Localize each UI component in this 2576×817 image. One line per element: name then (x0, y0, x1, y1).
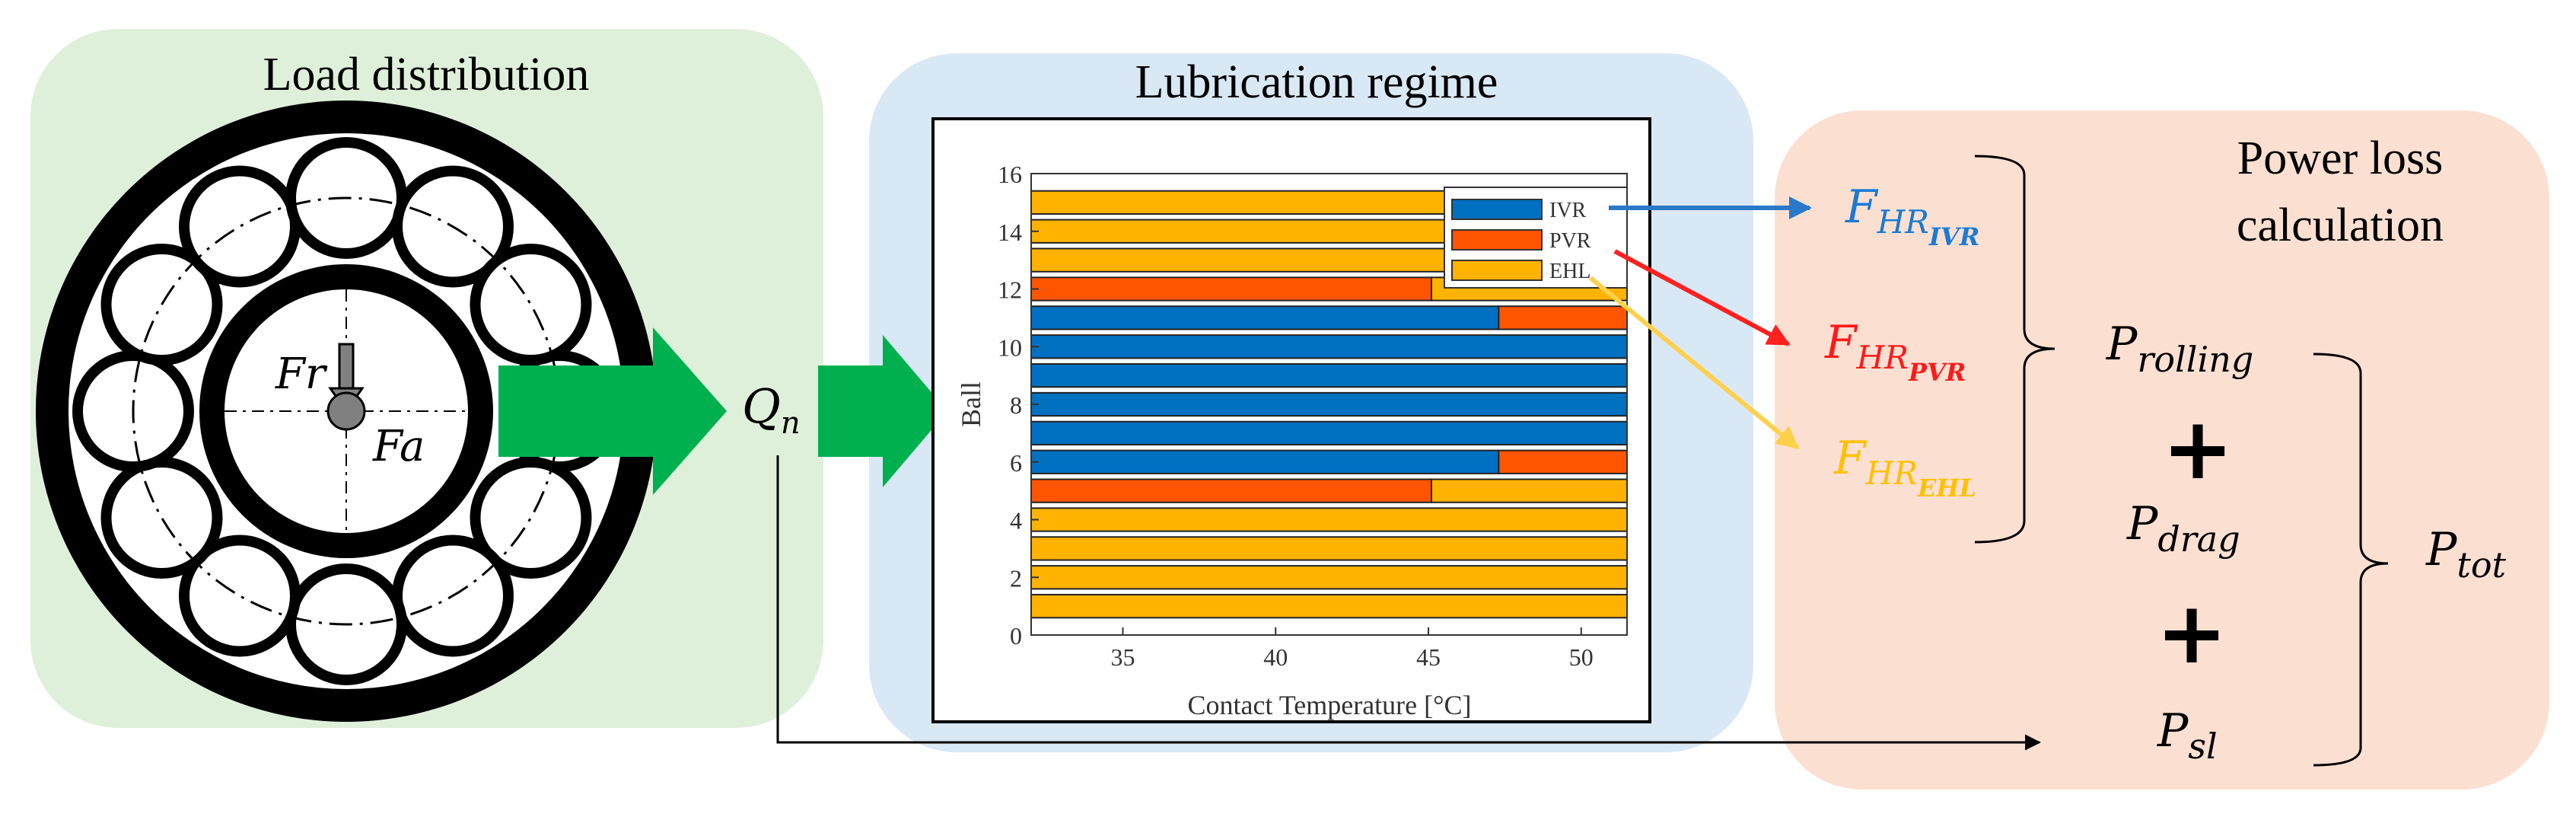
rolling-element-ball (179, 535, 301, 657)
contact-load-label: Qn (742, 378, 801, 441)
bearing-illustration: Fr Fa (36, 101, 657, 722)
bar-ball-9-ivr (1030, 362, 1628, 388)
bar-ball-7-ivr (1030, 420, 1628, 446)
y-tick-label: 10 (998, 334, 1022, 361)
legend-label-pvr: PVR (1549, 229, 1591, 253)
bar-ball-10-ivr (1030, 334, 1628, 359)
flow-arrow-load-to-q (498, 327, 727, 495)
rolling-element-ball (179, 165, 301, 288)
legend-swatch-ivr (1451, 199, 1543, 220)
bar-ball-6-ivr (1030, 449, 1500, 474)
y-tick-label: 2 (1010, 564, 1022, 592)
axial-force-label: Fa (372, 422, 425, 471)
rolling-element-ball (100, 457, 223, 579)
axial-force-symbol (326, 391, 366, 431)
y-tick-label: 12 (998, 276, 1022, 304)
p-rolling-label: Prolling (2106, 318, 2253, 380)
bar-ball-8-ivr (1030, 391, 1628, 417)
plus-sign-1: + (2162, 400, 2234, 499)
chart-x-axis-label: Contact Temperature [°C] (1187, 690, 1471, 720)
rolling-element-ball (100, 244, 223, 365)
rolling-element-ball (470, 244, 592, 365)
bar-ball-5-ehl (1431, 478, 1628, 503)
rolling-element-ball (470, 457, 592, 579)
legend-label-ehl: EHL (1549, 260, 1590, 283)
chart-legend: IVR PVR EHL (1444, 187, 1628, 289)
x-tick-label: 50 (1569, 643, 1594, 671)
radial-force-label: Fr (275, 349, 328, 399)
bar-ball-4-ehl (1030, 507, 1628, 532)
brace-total (2313, 353, 2389, 767)
chart-bars (1030, 190, 1629, 619)
y-tick-label: 0 (1010, 622, 1022, 649)
load-distribution-title: Load distribution (263, 49, 590, 101)
brace-rolling (1974, 155, 2055, 544)
arrow-ehl (1589, 276, 1800, 450)
plus-sign-2: + (2156, 584, 2227, 683)
bar-ball-11-pvr (1498, 305, 1629, 330)
f-hr-ivr-label: FHRIVR (1845, 180, 1979, 251)
bar-ball-3-ehl (1030, 536, 1628, 561)
legend-label-ivr: IVR (1549, 199, 1587, 222)
bar-ball-2-ehl (1030, 565, 1628, 590)
y-tick-label: 16 (998, 161, 1022, 188)
bar-ball-11-ivr (1030, 305, 1500, 330)
bar-ball-12-pvr (1030, 276, 1433, 302)
y-tick-label: 14 (998, 219, 1022, 246)
bar-ball-6-pvr (1498, 449, 1629, 474)
y-tick-label: 6 (1010, 449, 1022, 477)
bar-ball-1-ehl (1030, 593, 1628, 619)
y-tick-label: 8 (1010, 391, 1022, 419)
flow-arrow-q-to-lube (818, 335, 947, 487)
lubrication-regime-chart: 0 2 4 6 8 10 12 14 16 35 40 45 50 Contact Temperatu… (956, 161, 1629, 720)
power-loss-panel (1775, 110, 2549, 790)
f-hr-ehl-label: FHREHL (1833, 432, 1976, 503)
bar-ball-5-pvr (1030, 478, 1433, 503)
y-tick-label: 4 (1010, 507, 1022, 535)
arrow-pvr (1613, 249, 1791, 346)
x-tick-label: 45 (1416, 643, 1441, 671)
x-axis-ticks: 35 40 45 50 (1110, 627, 1594, 671)
chart-y-axis-label: Ball (956, 381, 986, 427)
x-tick-label: 35 (1110, 643, 1135, 671)
f-hr-pvr-label: FHRPVR (1824, 316, 1966, 387)
legend-swatch-ehl (1451, 260, 1543, 281)
q-to-sliding-connector (776, 455, 2042, 751)
p-drag-label: Pdrag (2126, 497, 2240, 560)
x-tick-label: 40 (1263, 643, 1288, 671)
y-axis-ticks: 0 2 4 6 8 10 12 14 16 (998, 161, 1039, 649)
radial-force-arrow-shaft (338, 343, 355, 391)
lubrication-regime-title: Lubrication regime (1135, 56, 1498, 108)
p-sl-label: Psl (2157, 704, 2218, 767)
legend-swatch-pvr (1451, 229, 1543, 251)
power-loss-title-line1: Power loss (2237, 132, 2443, 184)
power-loss-title-line2: calculation (2237, 199, 2444, 251)
p-tot-label: Ptot (2425, 523, 2507, 586)
